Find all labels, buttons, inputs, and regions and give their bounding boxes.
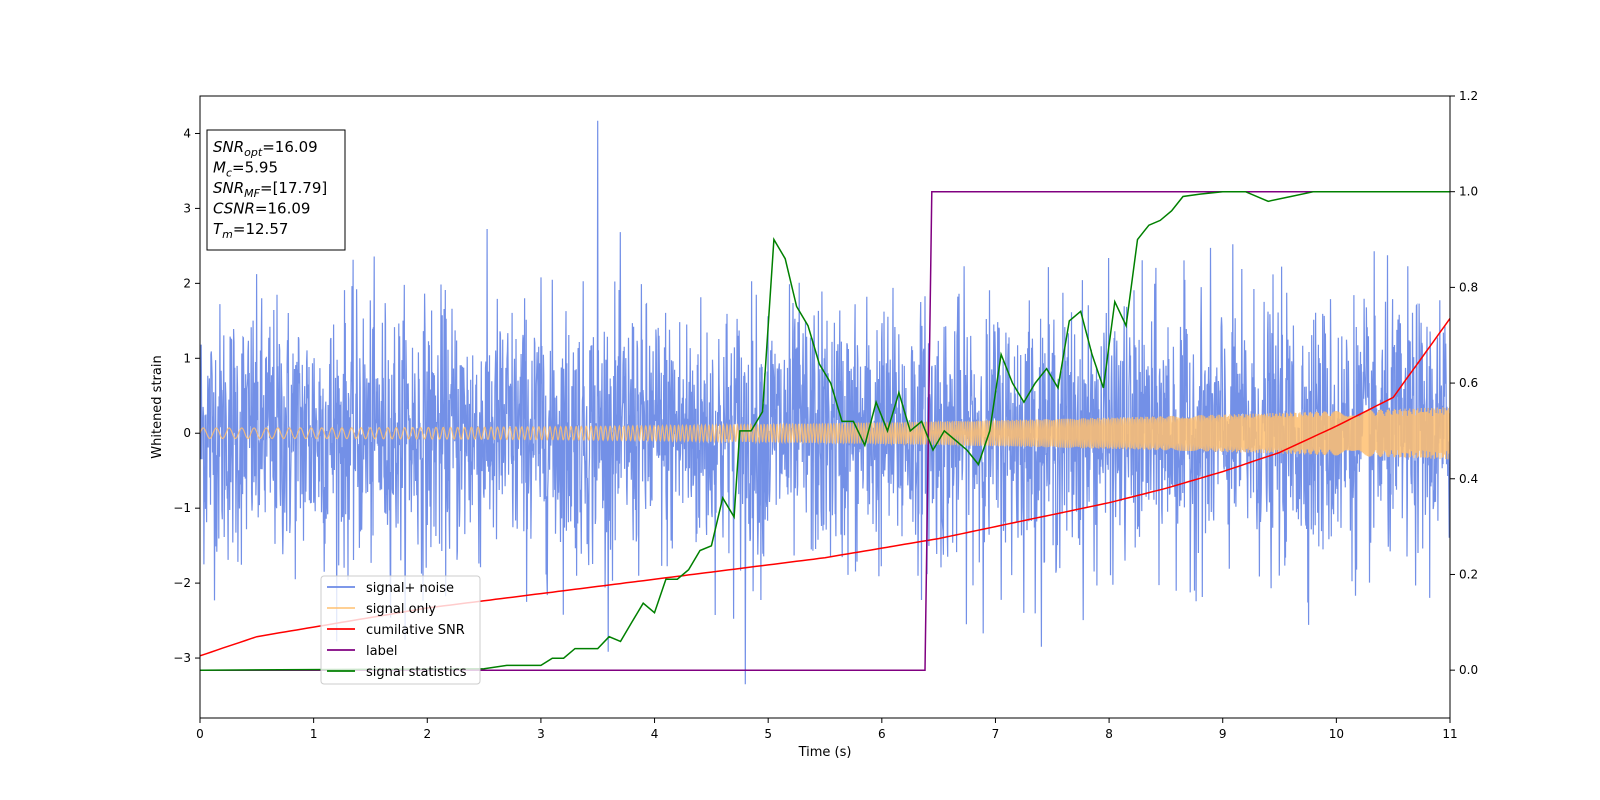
y-right-tick-label: 0.4	[1459, 472, 1478, 486]
y-left-tick-label: 0	[183, 426, 191, 440]
info-box-line: CSNR=16.09	[213, 200, 310, 218]
x-tick-label: 8	[1105, 727, 1113, 741]
x-tick-label: 11	[1442, 727, 1457, 741]
info-box: SNRopt=16.09Mc=5.95SNRMF=[17.79]CSNR=16.…	[206, 129, 346, 251]
series-signal-statistics-line	[200, 190, 1450, 671]
legend-entry-label: signal only	[366, 602, 436, 617]
x-axis-label: Time (s)	[798, 745, 852, 760]
info-box-line: SNRopt=16.09	[213, 138, 318, 159]
y-left-tick-label: 1	[183, 351, 191, 365]
y-left-tick-label: −3	[173, 651, 191, 665]
y-right-tick-label: 0.0	[1459, 663, 1478, 677]
info-box-line: Tm=12.57	[213, 220, 288, 241]
x-axis: 0 1 2 3 4 5 6 7 8 9 10 11	[196, 718, 1458, 741]
x-tick-label: 5	[764, 727, 772, 741]
y-axis-left: −3 −2 −1 0 1 2 3 4	[173, 126, 200, 665]
x-tick-label: 7	[992, 727, 1000, 741]
y-left-tick-label: 4	[183, 126, 191, 140]
x-tick-label: 2	[423, 727, 431, 741]
legend-entry-label: cumilative SNR	[366, 623, 465, 638]
info-box-line: Mc=5.95	[213, 159, 278, 180]
y-right-tick-label: 0.8	[1459, 280, 1478, 294]
x-tick-label: 10	[1329, 727, 1344, 741]
y-right-tick-label: 1.0	[1459, 185, 1478, 199]
legend-entry-label: signal statistics	[366, 665, 467, 680]
y-right-tick-label: 0.2	[1459, 567, 1478, 581]
legend-entry-label: signal+ noise	[366, 581, 454, 596]
series-label-line	[200, 190, 1450, 671]
x-tick-label: 0	[196, 727, 204, 741]
x-tick-label: 6	[878, 727, 886, 741]
x-tick-label: 3	[537, 727, 545, 741]
y-axis-right: 0.0 0.2 0.4 0.6 0.8 1.0 1.2	[1450, 89, 1478, 677]
y-left-tick-label: 2	[183, 276, 191, 290]
plot-frame	[199, 95, 1451, 719]
legend: signal+ noise signal only cumilative SNR la…	[320, 575, 481, 685]
y-right-tick-label: 1.2	[1459, 89, 1478, 103]
y-left-tick-label: −1	[173, 501, 191, 515]
x-tick-label: 4	[651, 727, 659, 741]
x-tick-label: 9	[1219, 727, 1227, 741]
y-left-tick-label: −2	[173, 576, 191, 590]
x-tick-label: 1	[310, 727, 318, 741]
series-signal-noise-line	[200, 120, 1450, 685]
legend-entry-label: label	[366, 644, 397, 659]
series-signal-only-line	[200, 407, 1450, 460]
y-axis-label: Whitened strain	[150, 355, 165, 458]
y-left-tick-label: 3	[183, 201, 191, 215]
info-box-frame	[206, 129, 346, 251]
legend-frame	[320, 575, 481, 685]
info-box-line: SNRMF=[17.79]	[213, 179, 327, 200]
y-right-tick-label: 0.6	[1459, 376, 1478, 390]
